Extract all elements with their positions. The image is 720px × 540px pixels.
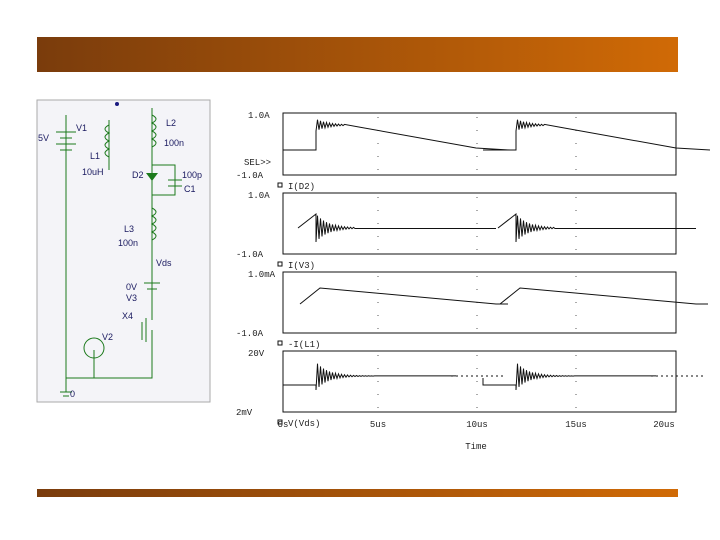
x-tick-label: 15us [565, 420, 587, 430]
axis-label: -1.0A [236, 250, 264, 260]
schematic-label: V1 [76, 123, 87, 133]
axis-label: 20V [248, 349, 265, 359]
axis-label: SEL>> [244, 158, 271, 168]
schematic-label: X4 [122, 311, 133, 321]
legend-box [277, 419, 283, 425]
plot-frame [282, 350, 677, 413]
x-tick-label: 5us [370, 420, 386, 430]
axis-label: -1.0A [236, 329, 264, 339]
schematic-label: 0V [126, 282, 137, 292]
axis-label: 1.0A [248, 111, 270, 121]
x-tick-label: 20us [653, 420, 675, 430]
schematic-label: L3 [124, 224, 134, 234]
trace-label: V(Vds) [288, 419, 320, 429]
legend-box [277, 182, 283, 188]
waveform [282, 363, 703, 391]
schematic-label: D2 [132, 170, 144, 180]
waveform [297, 212, 696, 243]
header-bar [37, 37, 678, 72]
trace-label: I(V3) [288, 261, 315, 271]
schematic-label: 10uH [82, 167, 104, 177]
schematic: 5V V1 L1 10uH L2 100n D2 100p C1 L3 100n… [36, 99, 211, 403]
schematic-label: 100n [118, 238, 138, 248]
schematic-label: 5V [38, 133, 49, 143]
axis-label: -1.0A [236, 171, 264, 181]
schematic-label: C1 [184, 184, 196, 194]
x-axis-title: Time [465, 442, 487, 452]
trace-label: -I(L1) [288, 340, 320, 350]
footer-bar [37, 489, 678, 497]
x-tick-label: 0s [278, 420, 289, 430]
legend-box [277, 340, 283, 346]
axis-label: 1.0mA [248, 270, 276, 280]
trace-label: I(D2) [288, 182, 315, 192]
schematic-panel [36, 99, 211, 403]
axis-label: 2mV [236, 408, 253, 418]
schematic-label: 100p [182, 170, 202, 180]
schematic-label: L1 [90, 151, 100, 161]
x-tick-label: 10us [466, 420, 488, 430]
schematic-label: V2 [102, 332, 113, 342]
plot-frame [282, 112, 677, 176]
schematic-label: Vds [156, 258, 172, 268]
plots: 1.0A -1.0A SEL>> I(D2) 1.0A -1.0A I(V3) 1.0mA -1… [236, 111, 711, 452]
schematic-label: 0 [70, 389, 75, 399]
waveform [299, 287, 708, 305]
waveform [283, 119, 711, 151]
schematic-label: L2 [166, 118, 176, 128]
schematic-label: 100n [164, 138, 184, 148]
axis-label: 1.0A [248, 191, 270, 201]
plot-frame [282, 192, 677, 255]
schematic-label: V3 [126, 293, 137, 303]
legend-box [277, 261, 283, 267]
